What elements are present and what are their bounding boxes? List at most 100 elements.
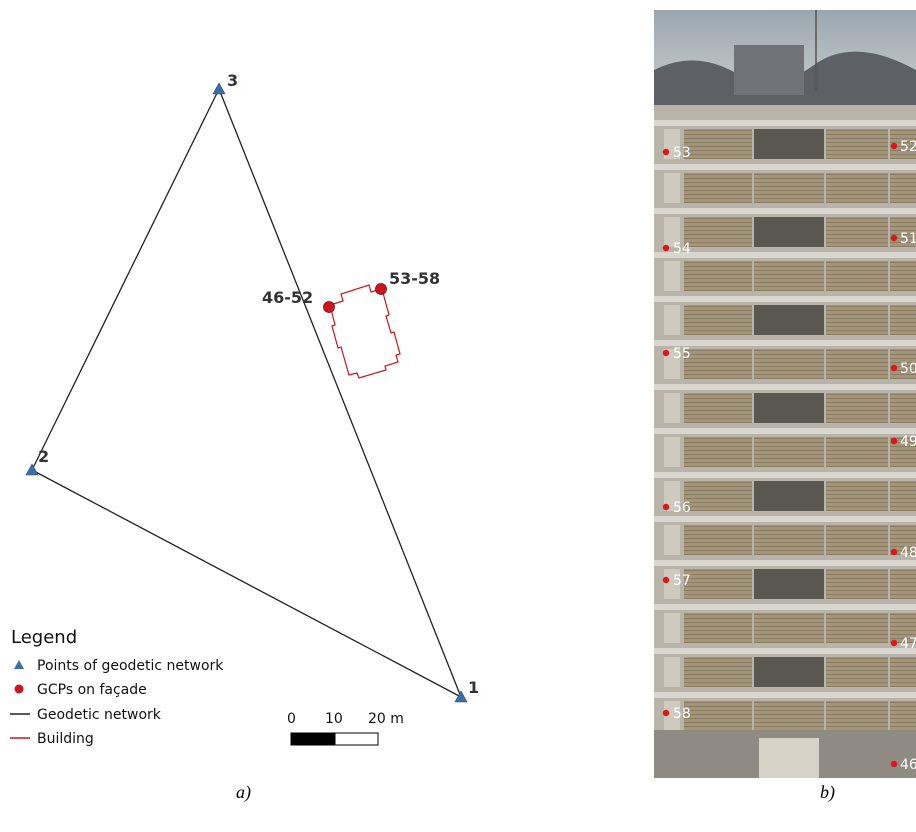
floor-slab [654, 120, 916, 126]
gcp-point-46-52 [323, 301, 335, 313]
floor-slab [654, 428, 916, 434]
scale-segment-black [290, 732, 336, 746]
window-panel [754, 261, 824, 291]
balcony-edge [664, 481, 680, 511]
window-panel [684, 701, 752, 731]
window-panel [890, 349, 916, 379]
geodetic-network-lines [31, 88, 462, 698]
window-panel [890, 261, 916, 291]
gcp-55-marker [662, 349, 670, 357]
window-panel [826, 657, 888, 687]
network-point-3-triangle [212, 82, 226, 95]
network-line-3-2 [31, 88, 220, 471]
window-panel [684, 657, 752, 687]
window-panel [890, 701, 916, 731]
balcony-edge [664, 349, 680, 379]
window-panel [890, 657, 916, 687]
legend-item-geodetic-network: Geodetic network [37, 707, 162, 723]
window-panel [684, 349, 752, 379]
floor-slab [654, 164, 916, 170]
network-line-2-1 [31, 469, 462, 698]
gcp-55-label: 55 [673, 346, 691, 362]
window-panel [754, 349, 824, 379]
balcony-edge [664, 613, 680, 643]
floor-slab [654, 472, 916, 478]
floor-slab [654, 604, 916, 610]
window-panel [890, 481, 916, 511]
floor-slab [654, 208, 916, 214]
window-panel [684, 525, 752, 555]
window-panel [754, 481, 824, 511]
balcony-edge [664, 217, 680, 247]
gcp-49-marker [890, 437, 898, 445]
balcony-edge [664, 305, 680, 335]
gcp-47-label: 47 [900, 636, 916, 652]
gcp-48-label: 48 [900, 545, 916, 561]
window-panel [826, 173, 888, 203]
gcp-54-marker [662, 244, 670, 252]
window-panel [754, 613, 824, 643]
gcp-group-46-52-label: 46-52 [262, 288, 313, 307]
balcony-edge [664, 393, 680, 423]
balcony-edge [664, 701, 680, 731]
window-panel [826, 261, 888, 291]
window-panel [754, 129, 824, 159]
window-panel [684, 129, 752, 159]
network-line-3-1 [218, 88, 462, 698]
window-panel [754, 305, 824, 335]
caption-a: a) [236, 782, 251, 802]
floor-slab [654, 296, 916, 302]
balcony-edge [664, 525, 680, 555]
legend: Legend Points of geodetic network GCPs o… [10, 627, 224, 747]
gcp-50-label: 50 [900, 361, 916, 377]
window-panel [826, 481, 888, 511]
gcp-52-label: 52 [900, 139, 916, 155]
gcp-group-53-58-label: 53-58 [389, 269, 440, 288]
gcp-50-marker [890, 364, 898, 372]
window-panel [684, 305, 752, 335]
gcp-57-label: 57 [673, 573, 691, 589]
floor-slab [654, 516, 916, 522]
network-point-2-label: 2 [38, 447, 49, 466]
window-panel [684, 569, 752, 599]
window-panel [826, 569, 888, 599]
geodetic-network-map: 3 2 1 46-52 53-58 Legend Points of geode… [10, 71, 479, 747]
gcp-57-marker [662, 576, 670, 584]
gcp-48-marker [890, 548, 898, 556]
legend-item-network-points: Points of geodetic network [37, 658, 224, 674]
window-panel [754, 657, 824, 687]
scale-tick-20: 20 m [368, 711, 404, 727]
window-panel [826, 217, 888, 247]
window-panel [890, 173, 916, 203]
network-point-1-triangle [454, 690, 468, 703]
window-panel [826, 613, 888, 643]
window-panel [826, 393, 888, 423]
window-panel [754, 525, 824, 555]
legend-triangle-icon [14, 660, 24, 669]
legend-item-building: Building [37, 731, 94, 747]
window-panel [826, 437, 888, 467]
scale-tick-10: 10 [325, 711, 343, 727]
window-panel [826, 349, 888, 379]
window-panel [754, 393, 824, 423]
gcp-58-marker [662, 709, 670, 717]
legend-title: Legend [11, 627, 77, 648]
balcony-edge [664, 569, 680, 599]
window-panel [890, 569, 916, 599]
gcp-56-marker [662, 503, 670, 511]
legend-circle-icon [14, 684, 24, 694]
gcp-46-label: 46 [900, 757, 916, 773]
window-panel [754, 173, 824, 203]
scale-bar: 0 10 20 m [287, 711, 404, 746]
gcp-53-marker [662, 148, 670, 156]
scale-tick-0: 0 [287, 711, 296, 727]
window-panel [684, 437, 752, 467]
facade-orthophoto: 53 54 55 56 57 58 52 51 50 49 48 47 46 [654, 10, 916, 778]
window-panel [684, 613, 752, 643]
gcp-52-marker [890, 142, 898, 150]
building-outline [329, 284, 401, 379]
window-panel [754, 701, 824, 731]
gcp-46-marker [890, 760, 898, 768]
floor-slab [654, 252, 916, 258]
balcony-edge [664, 261, 680, 291]
